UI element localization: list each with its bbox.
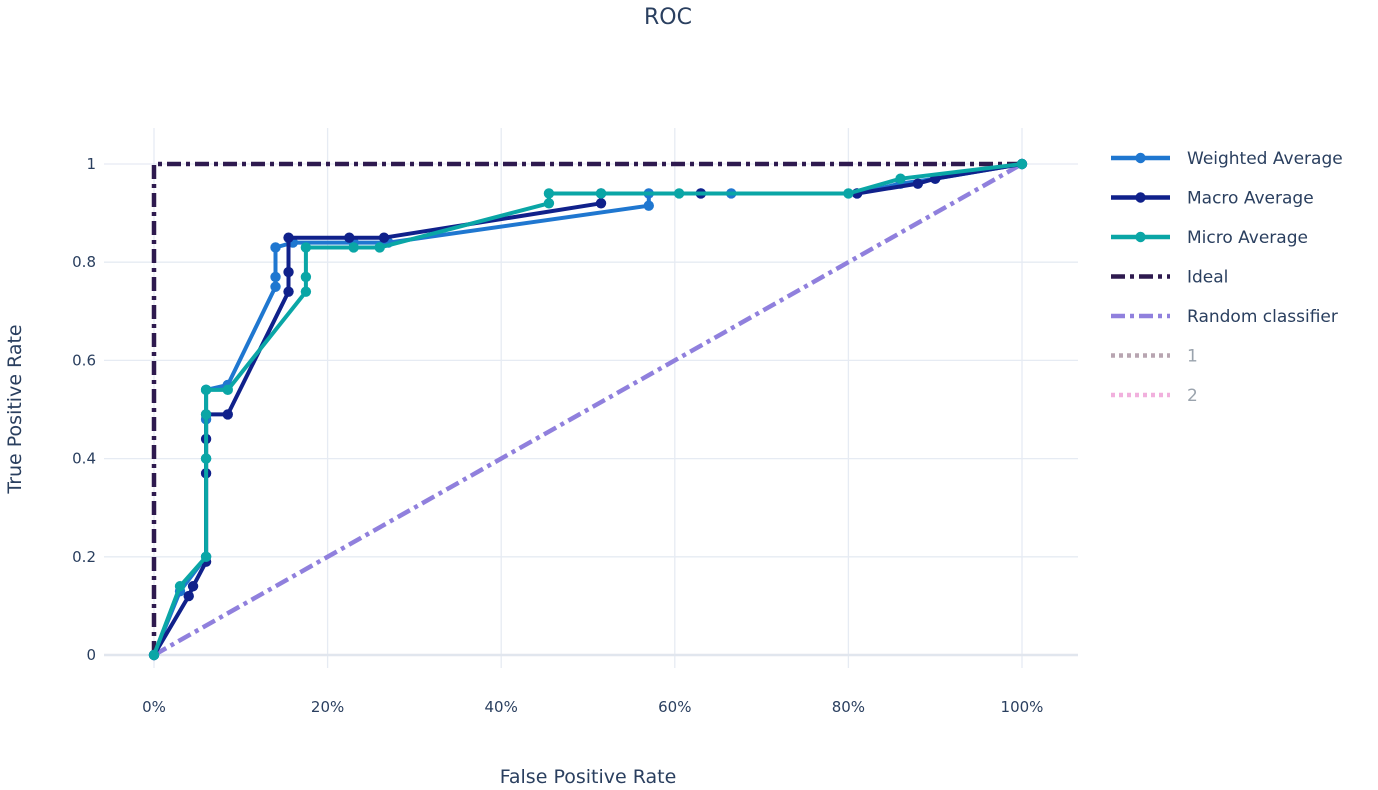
data-point bbox=[200, 384, 212, 396]
data-point bbox=[673, 188, 685, 199]
x-tick-label: 20% bbox=[311, 698, 344, 716]
data-point bbox=[348, 242, 359, 253]
data-point bbox=[283, 232, 294, 243]
x-tick-label: 80% bbox=[832, 698, 865, 716]
legend-item-micro-average[interactable]: Micro Average bbox=[1111, 228, 1308, 248]
data-point bbox=[843, 188, 854, 199]
legend-label: 2 bbox=[1187, 386, 1198, 406]
data-point bbox=[270, 271, 281, 283]
plot-area bbox=[148, 158, 1028, 661]
y-tick-label: 0 bbox=[86, 646, 96, 664]
data-point bbox=[374, 242, 385, 253]
y-axis-title: True Positive Rate bbox=[4, 324, 26, 494]
data-point bbox=[543, 188, 555, 199]
x-tick-label: 40% bbox=[485, 698, 518, 716]
legend-label: Micro Average bbox=[1187, 228, 1308, 248]
y-tick-label: 0.8 bbox=[72, 253, 96, 271]
y-tick-label: 0.6 bbox=[72, 351, 96, 369]
data-point bbox=[283, 286, 294, 297]
data-point bbox=[270, 281, 281, 292]
data-point bbox=[895, 173, 906, 184]
legend-item-weighted-average[interactable]: Weighted Average bbox=[1111, 149, 1343, 169]
data-point bbox=[183, 590, 194, 602]
data-point bbox=[148, 649, 160, 661]
x-axis-title: False Positive Rate bbox=[500, 766, 677, 788]
data-point bbox=[222, 409, 233, 420]
data-point bbox=[270, 242, 281, 253]
data-point bbox=[174, 581, 186, 592]
data-point bbox=[595, 198, 607, 209]
legend-marker bbox=[1135, 152, 1146, 164]
data-point bbox=[912, 178, 924, 189]
data-point bbox=[200, 453, 212, 464]
axis-ticks: 0% 20% 40% 60% 80% 100% 0 0.2 0.4 0.6 0.8 1 bbox=[72, 155, 1043, 716]
data-point bbox=[200, 551, 212, 562]
legend-item-random-classifier[interactable]: Random classifier bbox=[1111, 307, 1338, 327]
y-tick-label: 0.2 bbox=[72, 548, 96, 566]
legend-label: Weighted Average bbox=[1187, 149, 1343, 169]
series-micro-average bbox=[148, 158, 1028, 661]
y-tick-label: 0.4 bbox=[72, 450, 96, 468]
data-point bbox=[283, 266, 294, 278]
legend-item-1[interactable]: 1 bbox=[1111, 347, 1198, 367]
legend-item-ideal[interactable]: Ideal bbox=[1111, 268, 1228, 288]
legend-marker bbox=[1135, 231, 1146, 243]
chart-title: ROC bbox=[644, 5, 692, 30]
x-tick-label: 100% bbox=[1001, 698, 1044, 716]
data-point bbox=[300, 242, 312, 253]
legend-item-2[interactable]: 2 bbox=[1111, 386, 1198, 406]
x-tick-label: 0% bbox=[142, 698, 166, 716]
grid-lines bbox=[104, 128, 1078, 668]
legend-label: Ideal bbox=[1187, 268, 1228, 288]
y-tick-label: 1 bbox=[86, 155, 96, 173]
legend-label: 1 bbox=[1187, 347, 1198, 367]
series-random-classifier bbox=[152, 162, 1024, 657]
legend-item-macro-average[interactable]: Macro Average bbox=[1111, 189, 1314, 209]
data-point bbox=[222, 384, 233, 396]
data-point bbox=[344, 232, 355, 243]
data-point bbox=[643, 200, 654, 211]
data-point bbox=[187, 581, 199, 592]
series-line-ideal bbox=[151, 161, 1022, 655]
data-point bbox=[300, 286, 312, 297]
data-point bbox=[200, 409, 212, 420]
data-point bbox=[1016, 158, 1028, 170]
series-line-random-classifier bbox=[152, 162, 1024, 657]
legend-marker bbox=[1135, 192, 1146, 203]
data-point bbox=[595, 188, 607, 199]
legend-label: Macro Average bbox=[1187, 189, 1314, 209]
legend: Weighted Average Macro Average Micro Avera… bbox=[1111, 149, 1343, 406]
legend-label: Random classifier bbox=[1187, 307, 1338, 327]
x-tick-label: 60% bbox=[658, 698, 691, 716]
data-point bbox=[300, 271, 312, 283]
series-ideal bbox=[151, 161, 1022, 655]
data-point bbox=[378, 232, 390, 243]
data-point bbox=[543, 198, 555, 209]
